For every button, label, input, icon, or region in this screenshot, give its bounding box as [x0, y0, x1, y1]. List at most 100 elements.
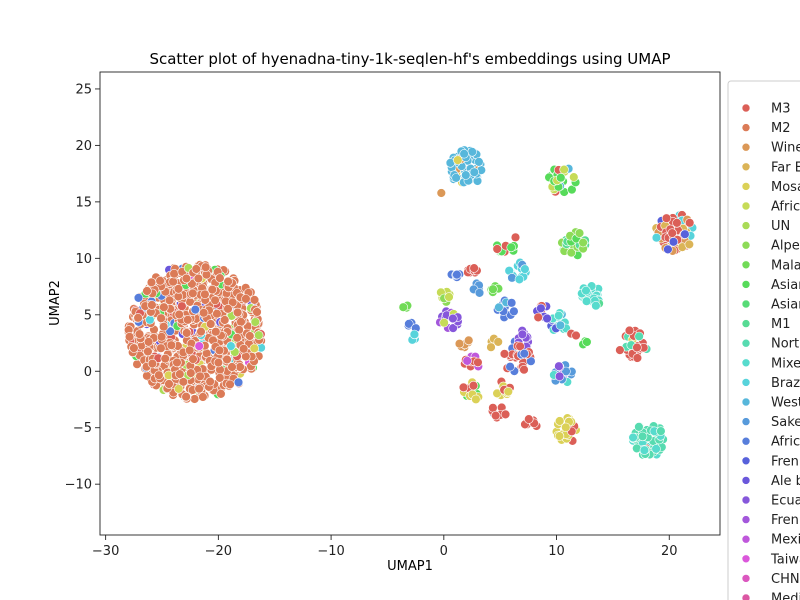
scatter-point [634, 422, 644, 432]
scatter-point [154, 370, 164, 380]
y-tick-label: 5 [84, 308, 92, 323]
scatter-point [464, 335, 474, 346]
legend-marker [741, 378, 751, 387]
scatter-point [172, 357, 182, 368]
y-axis-ticks: −10 −5 0 5 10 15 20 25 [65, 82, 100, 493]
scatter-point [214, 345, 225, 356]
scatter-point [194, 341, 204, 351]
scatter-point [181, 273, 192, 284]
scatter-point [574, 228, 585, 238]
scatter-point [582, 337, 592, 347]
scatter-point [196, 326, 206, 337]
scatter-point [245, 331, 255, 341]
scatter-point [505, 362, 515, 372]
scatter-point [174, 309, 184, 320]
scatter-point [228, 297, 238, 308]
scatter-point [542, 313, 552, 324]
scatter-point [211, 327, 221, 337]
scatter-point [250, 317, 261, 327]
x-tick-label: −20 [205, 544, 232, 559]
scatter-point [220, 315, 230, 325]
scatter-point [554, 371, 565, 381]
scatter-point [142, 286, 152, 296]
scatter-point [500, 409, 511, 420]
scatter-point [225, 379, 235, 390]
legend-label: Asian [771, 278, 800, 293]
scatter-point [453, 155, 463, 165]
legend-marker [741, 299, 751, 309]
scatter-point [499, 349, 510, 359]
scatter-point [554, 416, 565, 426]
scatter-point [469, 167, 479, 177]
scatter-point [236, 317, 246, 327]
scatter-point [183, 315, 193, 325]
scatter-point [444, 292, 454, 302]
y-axis-label: UMAP2 [48, 280, 63, 326]
scatter-point [451, 173, 461, 183]
legend-label: Fren [771, 454, 799, 469]
legend-marker [741, 574, 751, 583]
scatter-point [639, 445, 650, 455]
scatter-point [222, 354, 232, 365]
scatter-point [190, 304, 201, 315]
legend-items: M3 M2 Wine Far E Mosa Afric UN Alpe Mala Asian As… [741, 102, 800, 600]
scatter-point [215, 273, 225, 283]
scatter-point [129, 343, 139, 353]
scatter-point [632, 342, 642, 353]
x-axis-ticks: −30 −20 −10 0 10 20 [92, 535, 678, 559]
scatter-point [458, 382, 469, 393]
legend-label: M3 [771, 102, 791, 117]
scatter-point [188, 288, 198, 299]
legend: M3 M2 Wine Far E Mosa Afric UN Alpe Mala Asian As… [727, 80, 800, 600]
scatter-point [448, 323, 458, 333]
scatter-point [143, 346, 153, 357]
scatter-point [469, 263, 479, 273]
legend-marker [741, 495, 751, 505]
scatter-point [569, 172, 579, 182]
scatter-point [506, 298, 517, 308]
scatter-point [213, 357, 224, 368]
legend-label: Afric [771, 435, 800, 450]
legend-label: Ale b [771, 474, 800, 489]
legend-marker [741, 182, 751, 191]
scatter-point [155, 276, 165, 286]
scatter-point [145, 315, 155, 325]
legend-label: CHN [771, 572, 800, 587]
scatter-point [503, 386, 513, 397]
scatter-point [227, 362, 237, 372]
legend-marker [741, 201, 751, 211]
scatter-point [223, 276, 233, 287]
scatter-point [561, 366, 571, 377]
legend-marker [741, 319, 751, 328]
scatter-point [142, 371, 152, 381]
scatter-point [510, 232, 521, 243]
legend-label: North [771, 337, 800, 352]
scatter-point [494, 302, 504, 313]
scatter-point [178, 377, 189, 387]
scatter-point [216, 389, 226, 399]
scatter-point [133, 293, 144, 303]
legend-marker [741, 554, 751, 564]
legend-marker [741, 123, 751, 132]
legend-marker [741, 417, 751, 426]
scatter-point [581, 296, 592, 306]
scatter-point [459, 149, 469, 159]
legend-label: M1 [771, 317, 791, 332]
scatter-point [241, 351, 251, 362]
legend-marker [741, 534, 751, 544]
y-tick-label: 20 [75, 139, 92, 154]
scatter-point [559, 164, 569, 175]
legend-marker [741, 593, 751, 600]
legend-marker [741, 103, 751, 113]
scatter-point [210, 295, 220, 305]
scatter-point [656, 426, 666, 436]
scatter-point [147, 300, 157, 310]
scatter-point [473, 357, 483, 368]
scatter-point [554, 361, 564, 371]
x-tick-label: 20 [661, 544, 678, 559]
legend-label: UN [771, 219, 790, 234]
scatter-point [524, 414, 534, 424]
scatter-point [195, 371, 205, 381]
scatter-point [581, 285, 591, 296]
scatter-point [634, 331, 644, 342]
